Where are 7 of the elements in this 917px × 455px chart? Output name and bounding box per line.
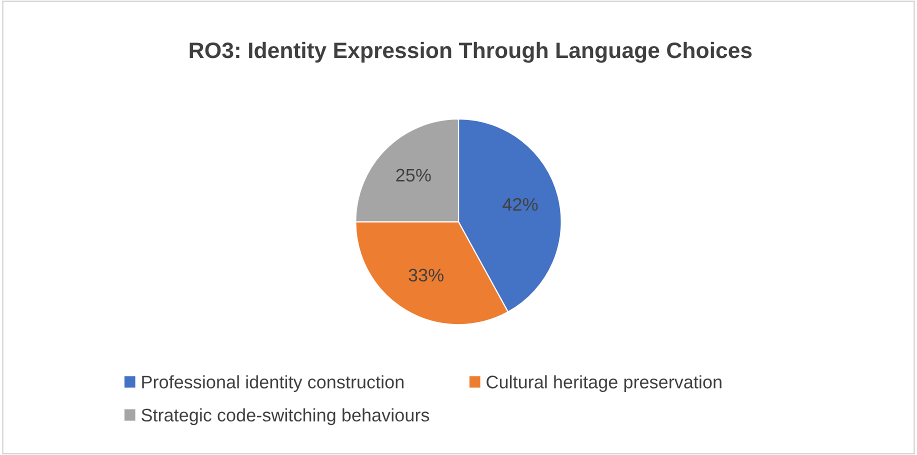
legend-label: Professional identity construction — [142, 375, 404, 392]
data-label: 25% — [396, 168, 431, 182]
legend-label: Cultural heritage preservation — [486, 375, 722, 392]
legend-label: Strategic code-switching behaviours — [142, 408, 430, 426]
data-label: 42% — [502, 198, 538, 211]
chart-title: RO3: Identity Expression Through Language Choices — [190, 42, 752, 63]
data-label: 33% — [408, 268, 444, 282]
